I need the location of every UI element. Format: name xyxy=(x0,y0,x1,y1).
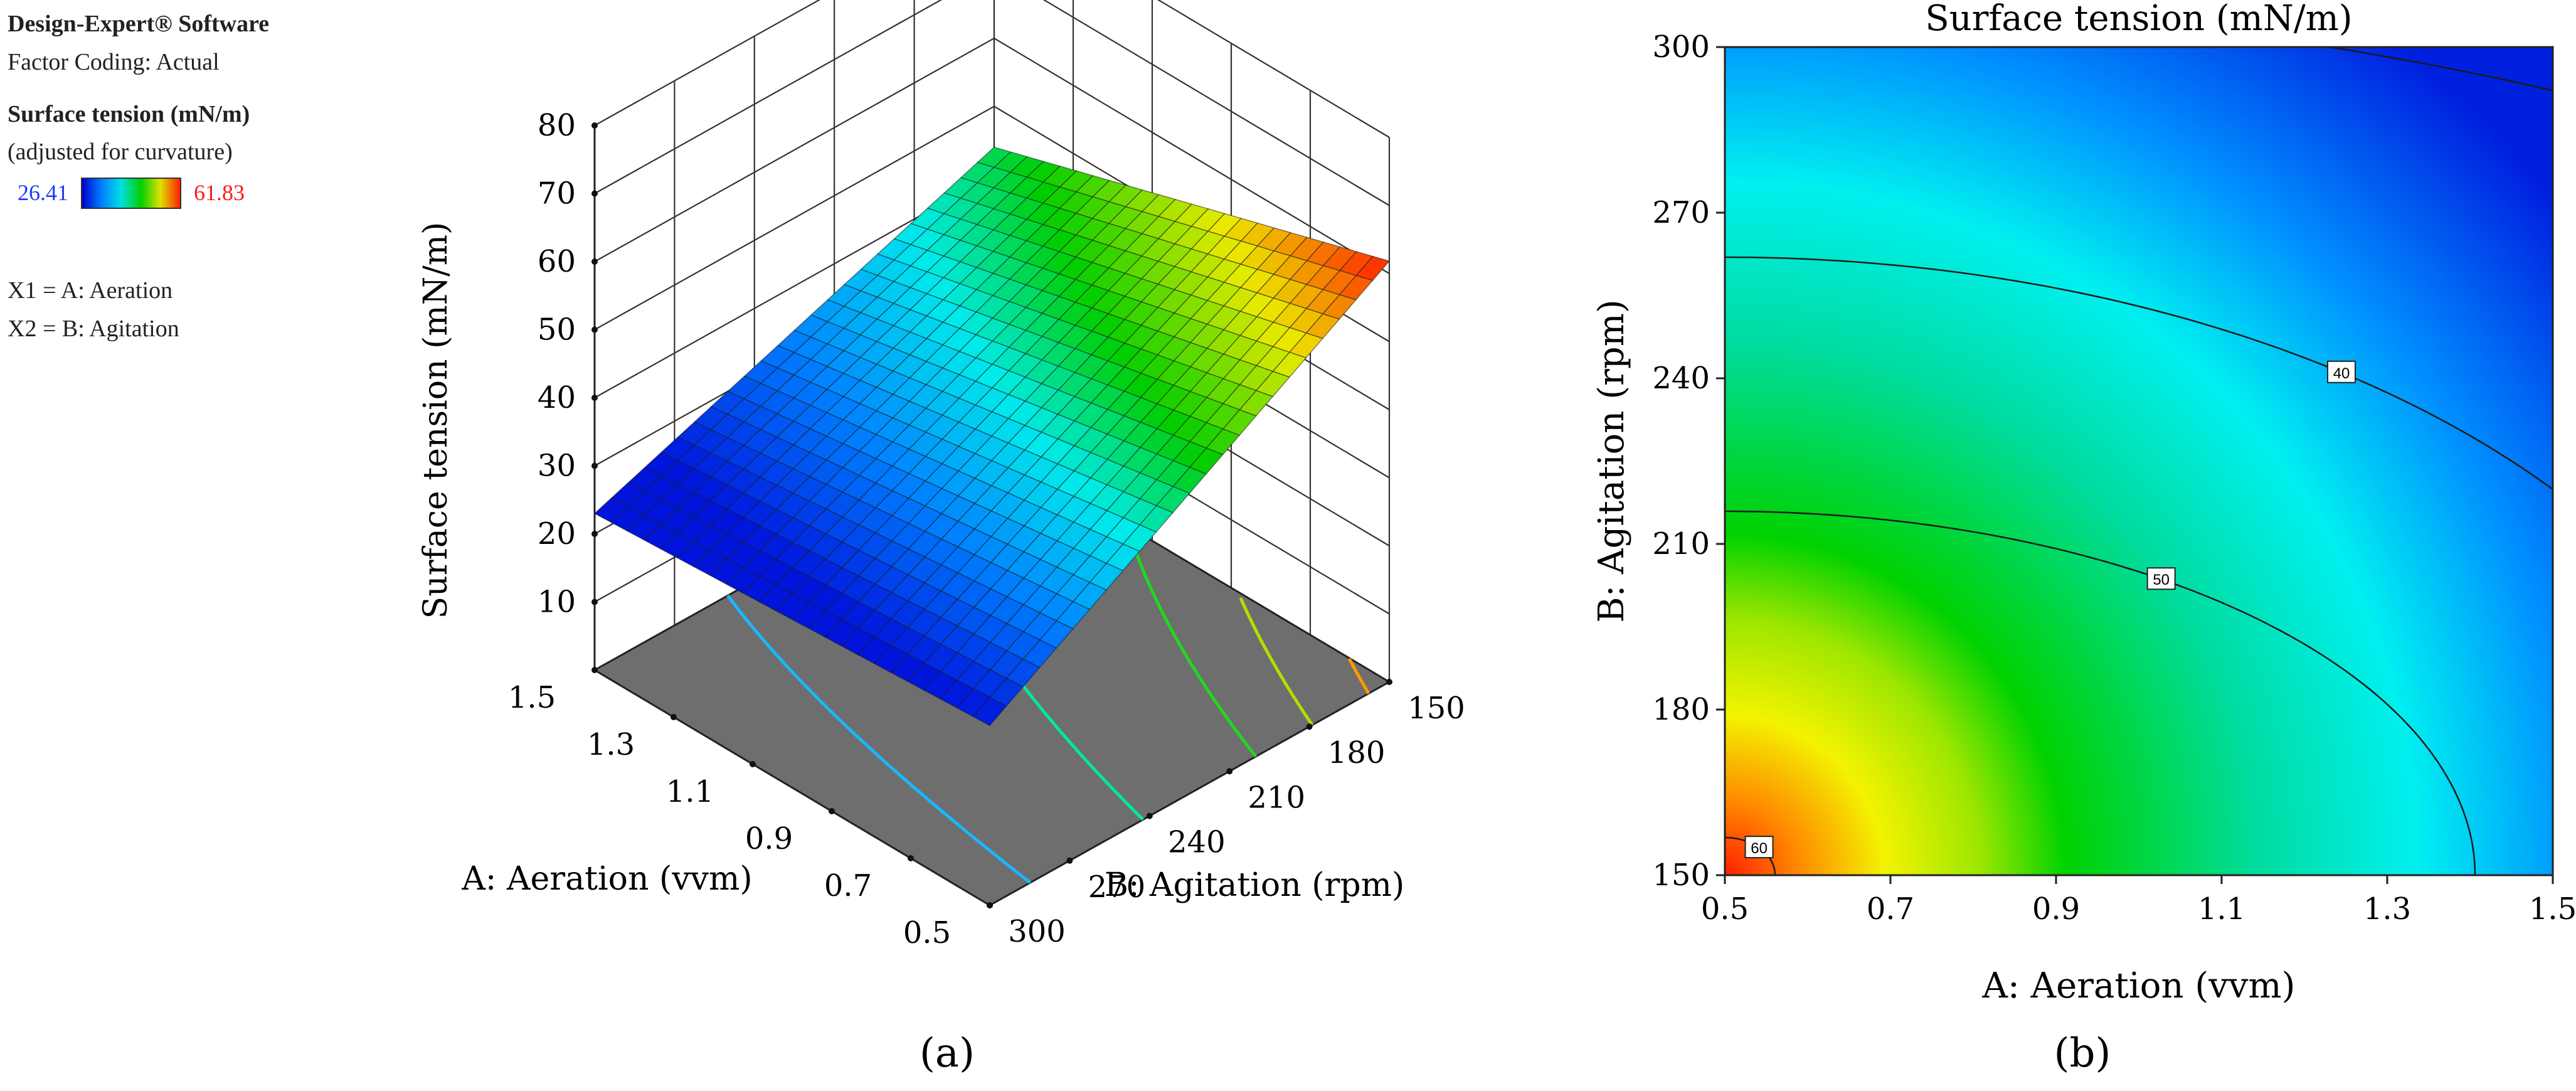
wall-gridline-z xyxy=(594,0,1390,138)
y-tick-label: 180 xyxy=(1328,735,1386,770)
wall-gridline-z xyxy=(594,0,1390,206)
z-tick-mark xyxy=(591,258,598,265)
contour-label-text: 40 xyxy=(2333,365,2350,382)
contour-frame xyxy=(1724,46,2554,876)
z-axis-ticks: 10 20 30 40 50 60 70 80 xyxy=(538,108,598,620)
x-tick-label: 0.7 xyxy=(824,868,872,903)
contour-x-tick-label: 0.9 xyxy=(2032,891,2080,927)
z-axis-label: Surface tension (mN/m) xyxy=(417,222,455,619)
x-tick-label: 0.5 xyxy=(903,915,951,950)
legend-panel: Design-Expert® Software Factor Coding: A… xyxy=(8,5,384,348)
factor-x1: X1 = A: Aeration xyxy=(8,277,173,304)
floor-contour xyxy=(1239,597,1314,726)
y-tick-mark xyxy=(1226,768,1233,775)
color-scale: 26.41 61.83 xyxy=(8,175,384,211)
contour-x-tick-label: 0.7 xyxy=(1867,891,1914,927)
response-surface xyxy=(593,146,1391,726)
x-tick-mark xyxy=(750,761,756,767)
contour-y-tick-label: 150 xyxy=(1652,858,1710,893)
z-tick-label: 80 xyxy=(538,108,576,143)
z-tick-mark xyxy=(591,531,598,537)
x-axis-label: A: Aeration (vvm) xyxy=(461,860,752,898)
x-tick-label: 1.3 xyxy=(587,727,635,762)
z-tick-label: 70 xyxy=(538,176,576,211)
contour-y-tick-label: 240 xyxy=(1652,361,1710,396)
y-tick-mark xyxy=(1066,857,1073,864)
contour-line xyxy=(1725,510,2476,875)
response-title: Surface tension (mN/m) xyxy=(8,100,250,127)
factor-coding: Factor Coding: Actual xyxy=(8,48,220,75)
contour-label-text: 50 xyxy=(2153,572,2170,588)
contour-title: Surface tension (mN/m) xyxy=(1925,0,2352,39)
y-tick-label: 300 xyxy=(1008,914,1066,949)
y-tick-label: 240 xyxy=(1168,825,1226,860)
z-tick-mark xyxy=(591,395,598,401)
x-tick-label: 1.5 xyxy=(508,680,556,715)
contour-label-text: 60 xyxy=(1751,840,1768,857)
response-note: (adjusted for curvature) xyxy=(8,139,233,166)
contour-label: 60 xyxy=(1744,836,1774,859)
y-axis-ticks: 150 180 210 240 270 300 xyxy=(987,679,1465,949)
contour-label: 50 xyxy=(2146,567,2176,590)
contour-x-tick-label: 1.5 xyxy=(2529,891,2576,927)
contour-line xyxy=(1725,256,2553,491)
color-scale-bar xyxy=(81,177,181,209)
floor-contour xyxy=(726,594,1032,884)
y-tick-mark xyxy=(1146,812,1153,819)
y-tick-mark xyxy=(1306,723,1313,730)
surface-cell xyxy=(972,696,1007,726)
panel-label-b: (b) xyxy=(2054,1030,2111,1077)
contour-fill xyxy=(1725,47,2553,875)
factor-x2: X2 = B: Agitation xyxy=(8,315,179,342)
contour-x-tick-label: 1.3 xyxy=(2363,891,2411,927)
z-tick-mark xyxy=(591,326,598,333)
z-tick-label: 60 xyxy=(538,244,576,279)
floor-contour xyxy=(1347,657,1370,695)
z-tick-label: 10 xyxy=(538,585,576,620)
y-tick-mark xyxy=(1386,679,1392,685)
x-axis-ticks: 0.5 0.7 0.9 1.1 1.3 1.5 xyxy=(508,667,993,950)
z-tick-mark xyxy=(591,599,598,605)
software-title: Design-Expert® Software xyxy=(8,11,270,37)
x-tick-mark xyxy=(829,808,835,814)
y-tick-label: 150 xyxy=(1407,691,1465,726)
z-tick-label: 20 xyxy=(538,516,576,551)
z-tick-mark xyxy=(591,122,598,129)
contour-label: 40 xyxy=(2327,360,2356,383)
contour-y-tick-label: 180 xyxy=(1652,692,1710,727)
x-tick-label: 1.1 xyxy=(666,774,714,809)
z-tick-label: 30 xyxy=(538,449,576,484)
panel-label-a: (a) xyxy=(920,1030,975,1077)
contour-x-label: A: Aeration (vvm) xyxy=(1982,966,2296,1006)
y-tick-label: 270 xyxy=(1088,870,1146,905)
contour-y-label: B: Agitation (rpm) xyxy=(1591,299,1632,622)
z-tick-mark xyxy=(591,190,598,197)
z-tick-label: 40 xyxy=(538,380,576,415)
contour-x-tick-label: 0.5 xyxy=(1701,891,1749,927)
z-tick-mark xyxy=(591,462,598,469)
contour-x-ticks: 0.5 0.7 0.9 1.1 1.3 1.5 xyxy=(1701,875,2576,927)
contour-y-tick-label: 210 xyxy=(1652,526,1710,561)
color-scale-max: 61.83 xyxy=(194,180,245,206)
contour-y-tick-label: 300 xyxy=(1652,29,1710,65)
z-tick-label: 50 xyxy=(538,312,576,348)
floor-contour xyxy=(1127,530,1258,758)
contour-y-ticks: 150 180 210 240 270 300 xyxy=(1652,29,1725,893)
y-tick-label: 210 xyxy=(1248,780,1305,815)
x-tick-mark xyxy=(591,667,598,673)
x-tick-mark xyxy=(671,714,677,720)
contour-x-tick-label: 1.1 xyxy=(2198,891,2245,927)
color-scale-min: 26.41 xyxy=(18,180,68,206)
x-tick-mark xyxy=(908,855,914,861)
y-tick-mark xyxy=(987,902,993,908)
contour-y-tick-label: 270 xyxy=(1652,195,1710,230)
y-axis-label: B: Agitation (rpm) xyxy=(1105,866,1405,904)
x-tick-label: 0.9 xyxy=(745,821,793,856)
